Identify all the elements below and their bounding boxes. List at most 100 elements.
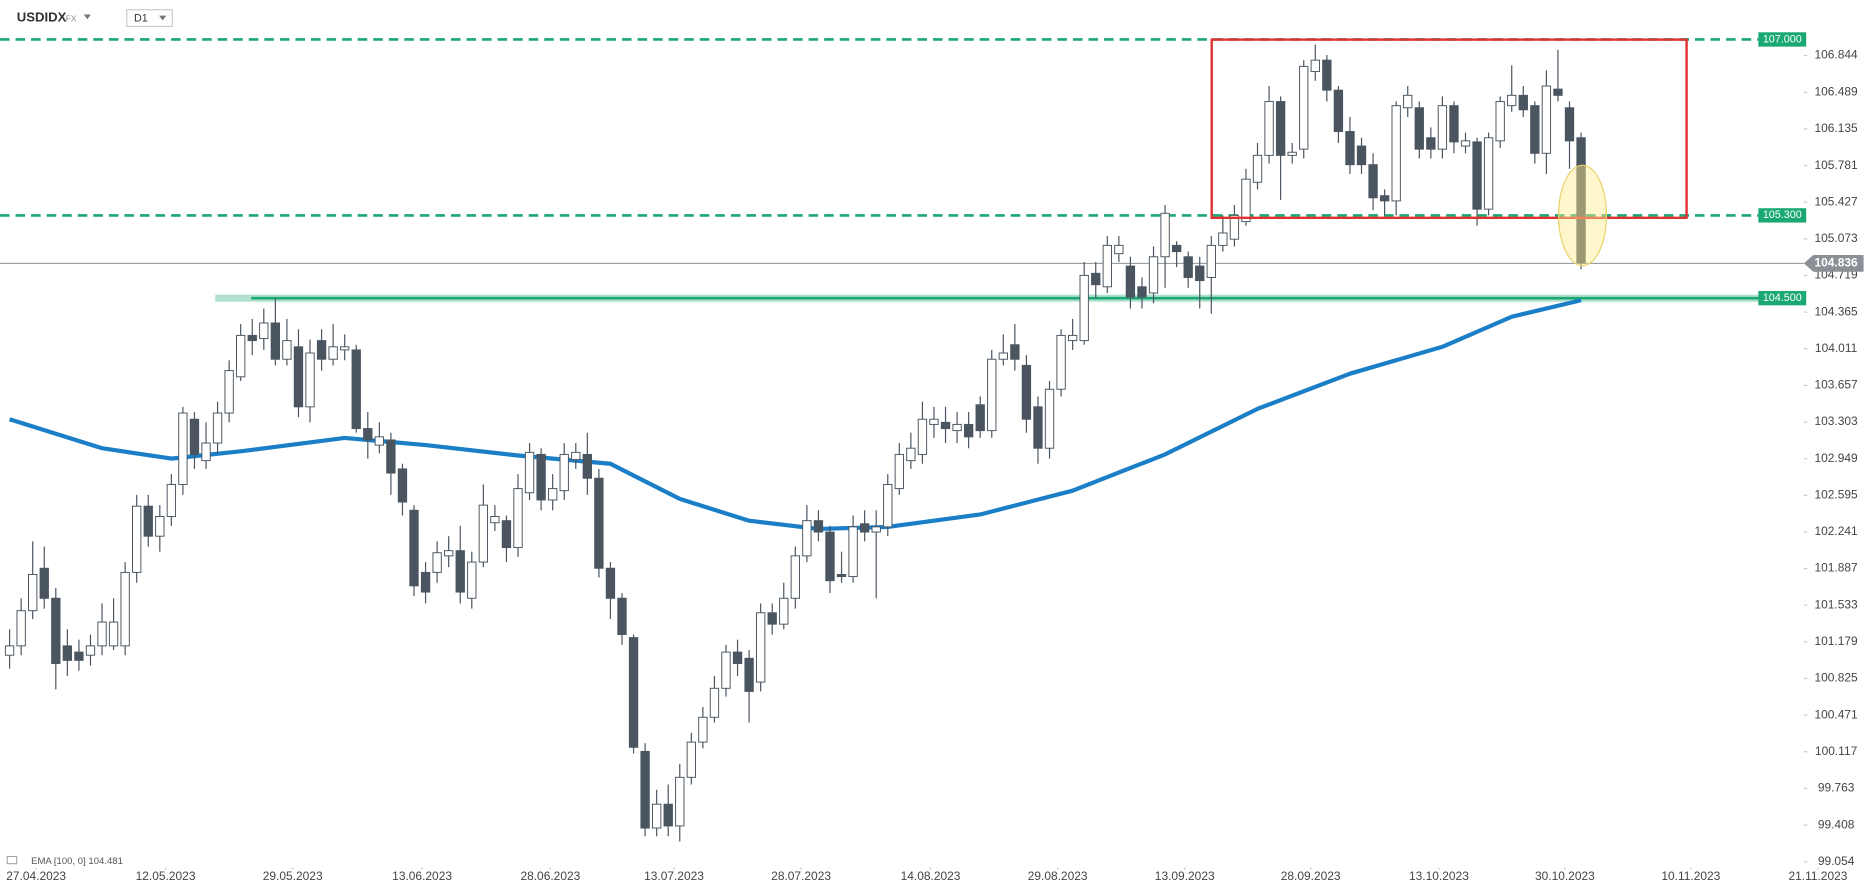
x-tick-label: 10.11.2023 — [1661, 869, 1720, 883]
candle-body — [444, 550, 454, 557]
candle-body — [975, 404, 985, 432]
candle-body — [1148, 256, 1159, 294]
x-tick-label: 13.07.2023 — [644, 869, 704, 883]
candle-body — [1229, 214, 1240, 240]
candle-body — [328, 346, 338, 360]
candle-body — [848, 526, 858, 578]
candle-body — [559, 453, 569, 492]
y-tick-label: 106.844 — [1814, 48, 1858, 62]
candle-body — [201, 442, 211, 462]
candle-body — [836, 573, 847, 578]
y-tick-label: 103.657 — [1814, 378, 1858, 392]
candle-body — [340, 346, 350, 351]
candle-body — [732, 651, 743, 664]
candle-body — [883, 483, 893, 528]
candle-body — [1114, 244, 1124, 255]
y-tick-label: 101.533 — [1814, 597, 1858, 611]
interval-box[interactable] — [126, 9, 173, 28]
candle-body — [212, 412, 223, 444]
candle-body — [1403, 94, 1413, 109]
candle-body — [1206, 244, 1216, 278]
candle-body — [917, 418, 928, 455]
candle-body — [16, 610, 26, 647]
candle-body — [1310, 59, 1320, 73]
candle-body — [1102, 244, 1112, 288]
candle-body — [1460, 140, 1471, 147]
candle-body — [490, 516, 500, 524]
candle-body — [397, 468, 408, 503]
candle-body — [1518, 94, 1528, 111]
candle-body — [1044, 388, 1055, 449]
candle-body — [1553, 88, 1563, 96]
candle-body — [305, 352, 315, 408]
candle-body — [779, 597, 789, 625]
indicator-legend: EMA [100, 0] 104.481 — [31, 856, 123, 867]
x-tick-label: 21.11.2023 — [1788, 869, 1847, 883]
candle-body — [1483, 137, 1494, 210]
candle-body — [906, 447, 916, 462]
y-tick-label: 101.887 — [1814, 561, 1858, 575]
candle-body — [640, 750, 650, 829]
candle-body — [675, 776, 685, 827]
y-tick-label: 104.011 — [1815, 341, 1858, 355]
candle-body — [1472, 141, 1482, 210]
candle-body — [293, 346, 304, 408]
candle-body — [963, 423, 974, 438]
candle-body — [940, 421, 951, 430]
candle-body — [790, 555, 800, 599]
x-tick-label: 13.10.2023 — [1409, 869, 1469, 883]
candle-body — [663, 803, 673, 827]
level-label: 104.500 — [1763, 292, 1802, 304]
candle-body — [224, 370, 234, 414]
y-tick-label: 102.949 — [1814, 451, 1858, 465]
candle-body — [143, 505, 153, 537]
candle-body — [605, 567, 616, 599]
x-tick-label: 27.04.2023 — [6, 869, 66, 883]
y-tick-label: 104.365 — [1814, 304, 1858, 318]
y-tick-label: 101.179 — [1814, 634, 1858, 648]
candle-body — [85, 645, 96, 656]
candle-body — [1541, 85, 1552, 154]
x-tick-label: 28.07.2023 — [771, 869, 831, 883]
y-tick-label: 99.763 — [1818, 781, 1855, 795]
candle-body — [1379, 195, 1390, 202]
highlight-ellipse — [1557, 164, 1608, 267]
candle-body — [97, 621, 107, 647]
candle-body — [39, 567, 49, 599]
x-tick-label: 29.08.2023 — [1028, 869, 1088, 883]
candle-body — [409, 509, 419, 587]
candle-body — [386, 439, 396, 474]
candle-body — [1195, 265, 1205, 282]
candle-body — [686, 741, 696, 778]
candle-body — [74, 651, 84, 661]
candle-body — [594, 477, 604, 569]
market: FX — [66, 13, 77, 23]
candle-body — [721, 651, 731, 689]
candle-body — [628, 637, 639, 748]
candle-body — [802, 520, 812, 557]
symbol-dropdown[interactable] — [83, 14, 91, 20]
interval-dropdown[interactable] — [159, 15, 167, 21]
plot-area: 99.054 99.408 99.763 100.117 100.471 100.825 1… — [0, 32, 1864, 883]
candle-body — [548, 488, 558, 501]
candle-body — [501, 520, 512, 549]
candle-body — [651, 803, 662, 829]
candle-body — [1160, 212, 1170, 258]
candle-body — [536, 453, 546, 501]
candle-body — [1564, 107, 1575, 142]
candle-body — [1183, 256, 1193, 278]
candle-body — [1218, 232, 1228, 246]
candle-body — [813, 520, 824, 533]
candle-body — [1495, 101, 1505, 142]
level-label: 105.300 — [1763, 209, 1802, 221]
candle-body — [178, 412, 188, 485]
candle-body — [1252, 154, 1263, 183]
candle-body — [952, 423, 962, 432]
y-tick-label: 105.073 — [1814, 231, 1858, 245]
indicator-icon[interactable] — [6, 856, 18, 865]
candle-body — [316, 340, 327, 360]
candle-body — [617, 597, 627, 635]
candle-body — [709, 687, 720, 718]
candle-body — [51, 597, 61, 664]
